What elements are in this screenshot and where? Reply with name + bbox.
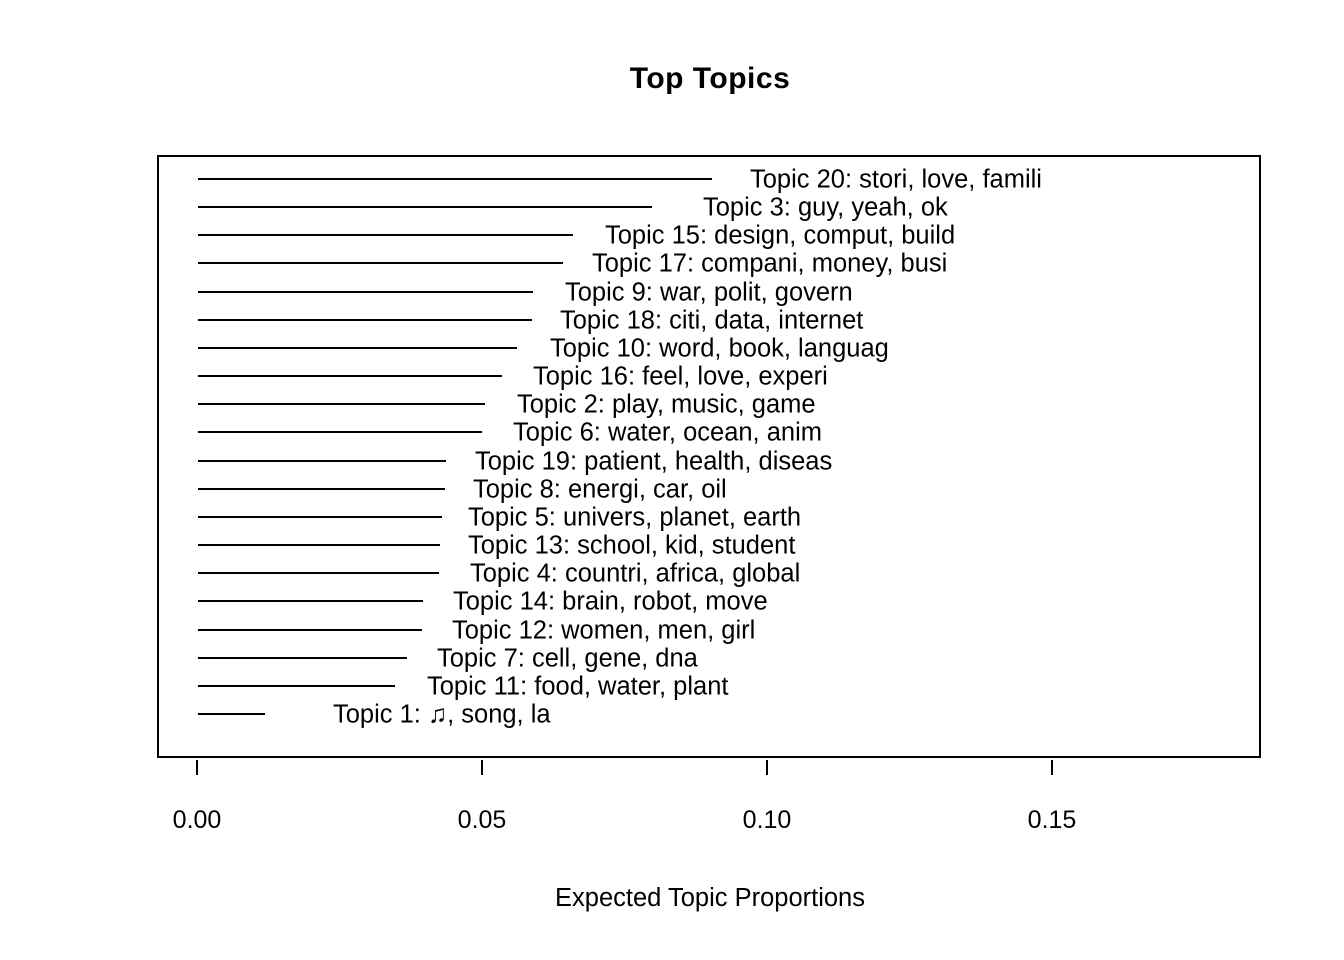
topic-line (198, 459, 447, 462)
topic-label: Topic 17: compani, money, busi (592, 249, 948, 278)
topic-line (198, 515, 443, 518)
topic-label: Topic 15: design, comput, build (605, 221, 956, 250)
topic-label: Topic 16: feel, love, experi (533, 362, 828, 391)
topic-line (198, 262, 563, 265)
chart-title: Top Topics (629, 62, 791, 95)
topic-label: Topic 10: word, book, languag (550, 334, 889, 363)
x-axis-tick-label: 0.05 (457, 806, 507, 834)
topic-label: Topic 11: food, water, plant (427, 672, 729, 701)
topic-label: Topic 7: cell, gene, dna (437, 643, 698, 672)
topic-line (198, 487, 445, 490)
x-axis-tick (481, 760, 483, 775)
topic-label: Topic 8: energi, car, oil (473, 475, 727, 503)
topic-label: Topic 18: citi, data, internet (560, 306, 864, 335)
topic-line (198, 403, 485, 406)
x-axis-tick-label: 0.10 (742, 806, 792, 834)
x-axis-tick (196, 760, 198, 775)
topic-line (198, 206, 652, 209)
x-axis-tick-label: 0.00 (172, 806, 222, 834)
topic-label: Topic 4: countri, africa, global (470, 559, 801, 588)
topic-label: Topic 20: stori, love, famili (750, 165, 1042, 194)
topic-label: Topic 19: patient, health, diseas (475, 446, 833, 475)
x-axis-tick-label: 0.15 (1027, 806, 1077, 834)
topic-label: Topic 13: school, kid, student (468, 531, 796, 560)
topic-label: Topic 14: brain, robot, move (453, 587, 768, 616)
topic-label: Topic 12: women, men, girl (452, 615, 756, 644)
x-axis-tick (1051, 760, 1053, 775)
topic-line (198, 628, 422, 631)
topic-line (198, 318, 532, 321)
x-axis-title: Expected Topic Proportions (555, 884, 865, 912)
x-axis-tick (766, 760, 768, 775)
topic-line (198, 656, 407, 659)
topic-line (198, 572, 439, 575)
topic-line (198, 600, 423, 603)
topic-line (198, 684, 395, 687)
topic-line (198, 544, 440, 547)
topic-line (198, 346, 517, 349)
topic-line (198, 375, 502, 378)
topic-label: Topic 1: ♫, song, la (333, 700, 551, 729)
topic-label: Topic 6: water, ocean, anim (513, 418, 823, 447)
topic-line (198, 713, 265, 716)
topic-line (198, 178, 713, 180)
topic-line (198, 290, 533, 293)
topic-label: Topic 3: guy, yeah, ok (703, 193, 948, 222)
topic-line (198, 234, 574, 237)
topic-line (198, 431, 482, 434)
topic-label: Topic 2: play, music, game (517, 390, 816, 419)
topic-label: Topic 9: war, polit, govern (565, 277, 853, 306)
topic-label: Topic 5: univers, planet, earth (468, 503, 802, 532)
